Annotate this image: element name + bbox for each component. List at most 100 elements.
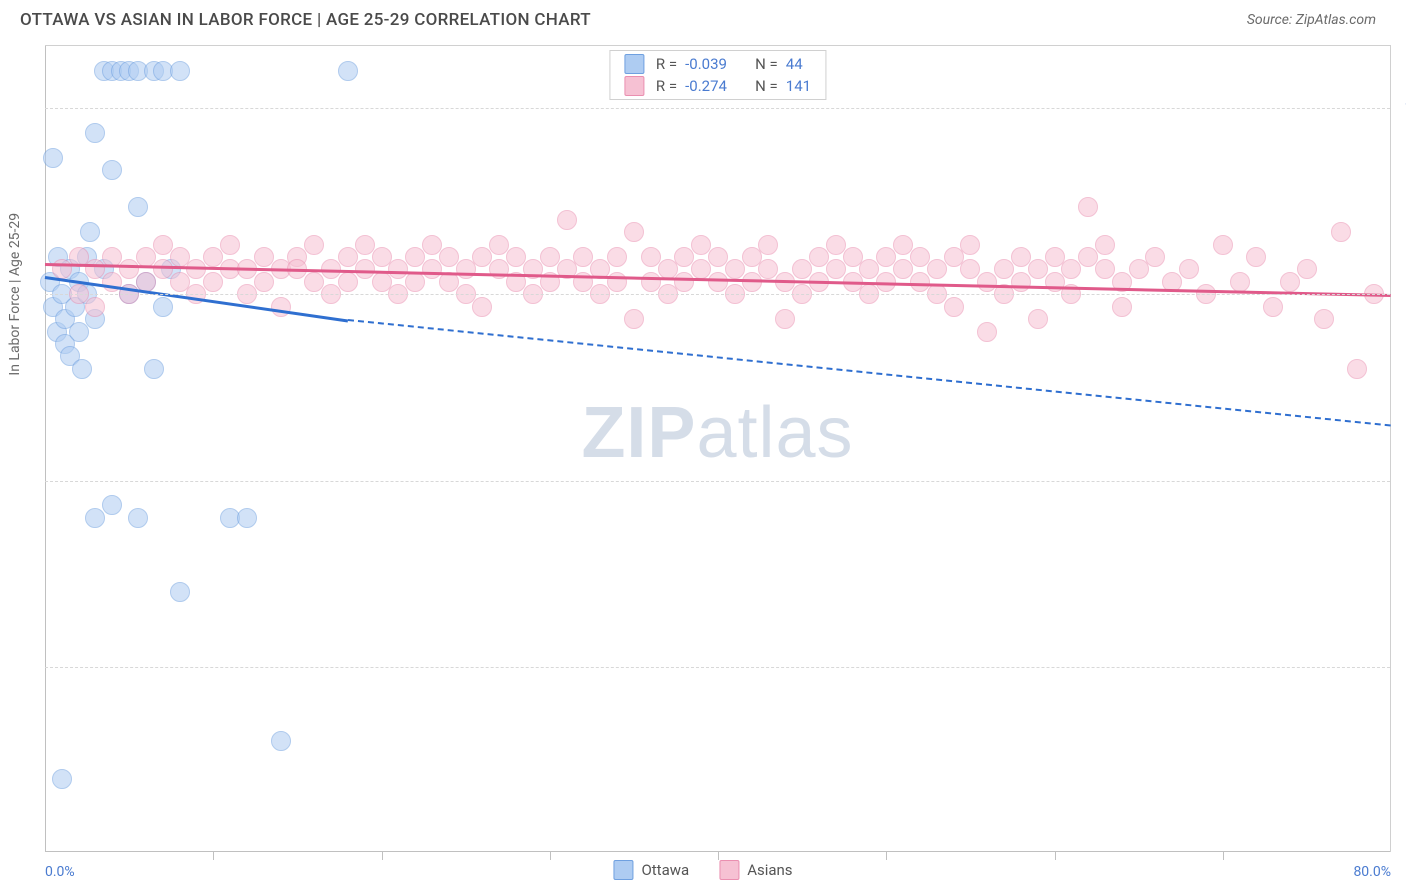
scatter-point: [775, 309, 795, 329]
scatter-point: [85, 297, 105, 317]
plot-area: [45, 46, 1390, 852]
legend-r-label: R =: [656, 77, 677, 95]
gridline-h: [45, 108, 1390, 109]
scatter-point: [254, 272, 274, 292]
scatter-point: [927, 259, 947, 279]
y-tick-label: 55.0%: [1395, 659, 1406, 675]
legend-r-value: -0.274: [685, 77, 735, 95]
scatter-point: [624, 309, 644, 329]
x-tick: [1223, 852, 1224, 860]
scatter-point: [758, 235, 778, 255]
scatter-point: [1263, 297, 1283, 317]
scatter-point: [1331, 222, 1351, 242]
x-tick: [213, 852, 214, 860]
legend-n-label: N =: [755, 77, 778, 95]
scatter-point: [271, 731, 291, 751]
legend-swatch: [624, 76, 644, 96]
scatter-point: [1145, 247, 1165, 267]
y-tick-label: 85.0%: [1395, 286, 1406, 302]
legend-correlation-box: R = -0.039 N = 44 R = -0.274 N = 141: [609, 50, 826, 100]
scatter-point: [85, 508, 105, 528]
scatter-point: [472, 297, 492, 317]
scatter-point: [1028, 309, 1048, 329]
scatter-point: [405, 272, 425, 292]
trend-line-extrapolated: [348, 319, 1391, 427]
scatter-point: [977, 322, 997, 342]
legend-series-label: Asians: [747, 861, 792, 879]
scatter-point: [1112, 297, 1132, 317]
scatter-point: [52, 769, 72, 789]
x-tick: [550, 852, 551, 860]
chart-source: Source: ZipAtlas.com: [1247, 12, 1376, 28]
scatter-point: [1314, 309, 1334, 329]
scatter-point: [102, 495, 122, 515]
scatter-point: [72, 359, 92, 379]
scatter-point: [80, 222, 100, 242]
y-axis-label: In Labor Force | Age 25-29: [7, 213, 23, 376]
scatter-point: [557, 210, 577, 230]
legend-swatch: [719, 860, 739, 880]
chart-title: OTTAWA VS ASIAN IN LABOR FORCE | AGE 25-…: [20, 10, 591, 30]
legend-swatch: [613, 860, 633, 880]
x-tick: [886, 852, 887, 860]
scatter-point: [128, 197, 148, 217]
scatter-point: [456, 259, 476, 279]
scatter-point: [203, 272, 223, 292]
scatter-point: [1213, 235, 1233, 255]
legend-n-value: 44: [786, 55, 803, 73]
legend-correlation-row: R = -0.274 N = 141: [610, 75, 825, 97]
y-tick-label: 70.0%: [1395, 473, 1406, 489]
x-tick: [1055, 852, 1056, 860]
scatter-point: [1179, 259, 1199, 279]
x-tick-label: 80.0%: [1353, 864, 1391, 880]
gridline-h: [45, 294, 1390, 295]
scatter-point: [220, 235, 240, 255]
scatter-point: [128, 508, 148, 528]
scatter-point: [1230, 272, 1250, 292]
legend-n-label: N =: [755, 55, 778, 73]
legend-series-label: Ottawa: [641, 861, 689, 879]
scatter-point: [674, 272, 694, 292]
scatter-point: [607, 247, 627, 267]
scatter-point: [43, 148, 63, 168]
scatter-point: [944, 297, 964, 317]
scatter-point: [1246, 247, 1266, 267]
scatter-point: [144, 359, 164, 379]
scatter-point: [102, 160, 122, 180]
scatter-point: [1095, 235, 1115, 255]
scatter-point: [624, 222, 644, 242]
scatter-point: [1297, 259, 1317, 279]
scatter-point: [153, 297, 173, 317]
scatter-point: [69, 322, 89, 342]
legend-correlation-row: R = -0.039 N = 44: [610, 53, 825, 75]
legend-series-item: Ottawa: [613, 860, 689, 880]
scatter-point: [271, 297, 291, 317]
scatter-point: [170, 61, 190, 81]
scatter-point: [1129, 259, 1149, 279]
legend-series-item: Asians: [719, 860, 792, 880]
chart-header: OTTAWA VS ASIAN IN LABOR FORCE | AGE 25-…: [0, 0, 1406, 35]
scatter-point: [1061, 259, 1081, 279]
scatter-point: [960, 235, 980, 255]
scatter-point: [338, 61, 358, 81]
scatter-point: [304, 235, 324, 255]
scatter-point: [1011, 272, 1031, 292]
y-tick-label: 100.0%: [1395, 100, 1406, 116]
x-tick-label: 0.0%: [45, 864, 75, 880]
scatter-point: [607, 272, 627, 292]
legend-swatch: [624, 54, 644, 74]
legend-r-label: R =: [656, 55, 677, 73]
legend-r-value: -0.039: [685, 55, 735, 73]
gridline-h: [45, 481, 1390, 482]
legend-n-value: 141: [786, 77, 811, 95]
scatter-point: [1280, 272, 1300, 292]
legend-series: Ottawa Asians: [613, 860, 792, 880]
chart-container: In Labor Force | Age 25-29 ZIPatlas R =-…: [45, 45, 1391, 852]
scatter-point: [237, 508, 257, 528]
scatter-point: [1078, 197, 1098, 217]
scatter-point: [170, 582, 190, 602]
gridline-h: [45, 667, 1390, 668]
scatter-point: [85, 123, 105, 143]
x-tick: [718, 852, 719, 860]
scatter-point: [1347, 359, 1367, 379]
